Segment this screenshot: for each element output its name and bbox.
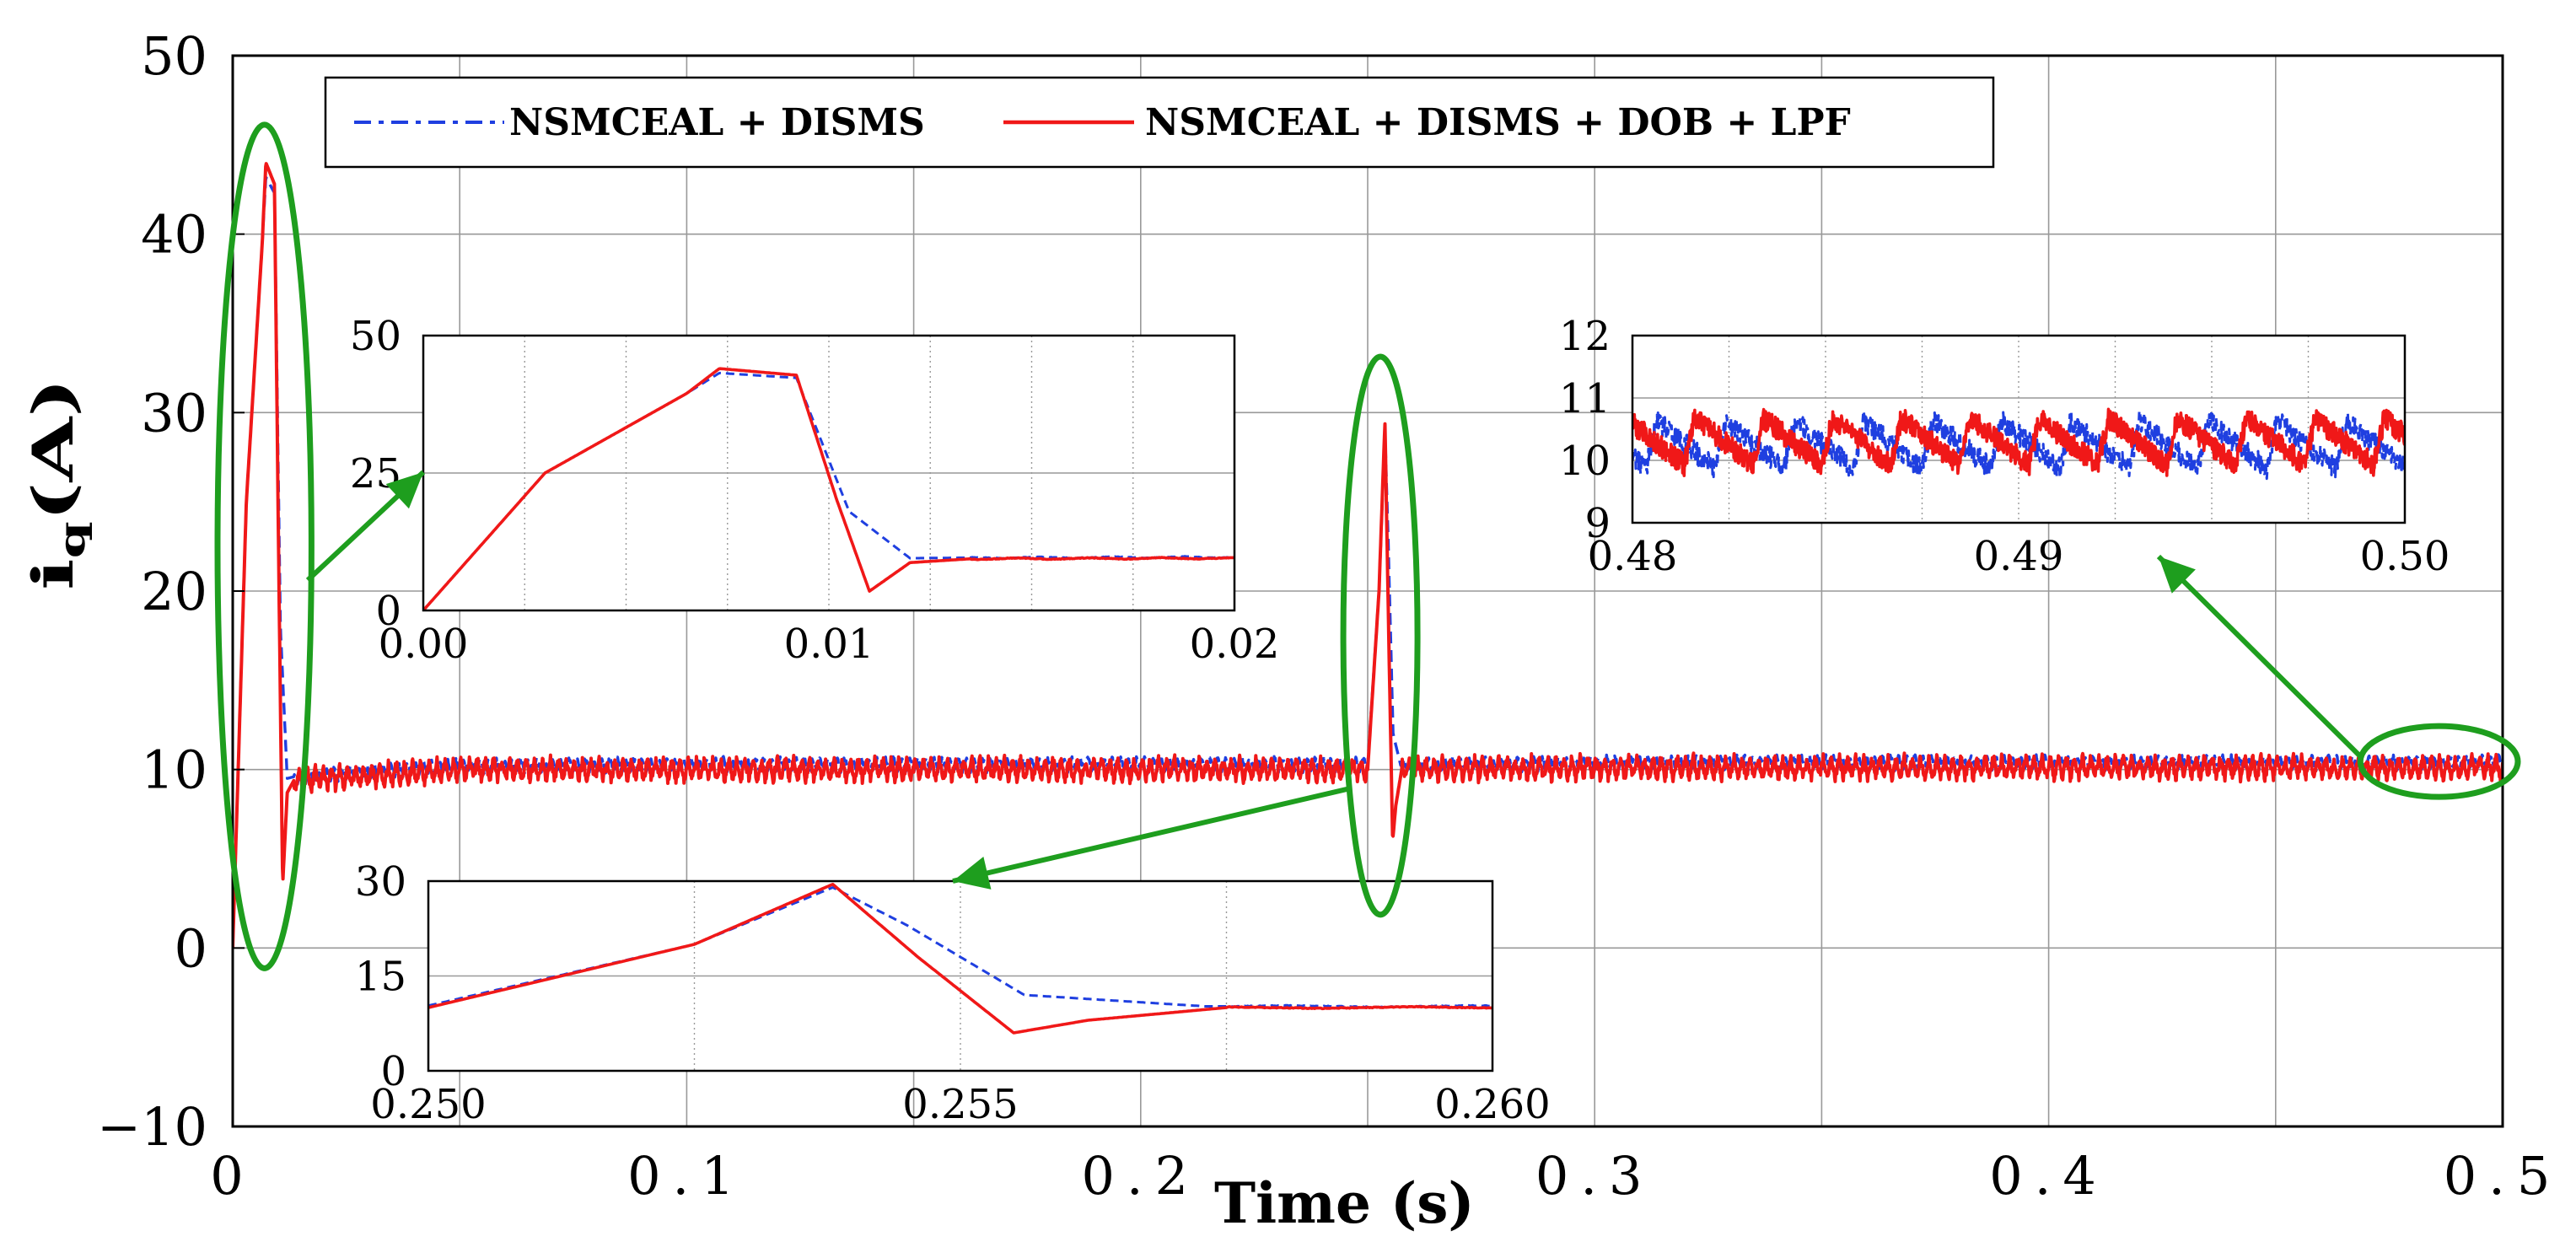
x-axis-label: Time (s) (1214, 1170, 1475, 1236)
inset-y-tick-label: 9 (1584, 500, 1611, 547)
annotation-arrow-head (953, 856, 992, 890)
inset-y-tick-label: 12 (1559, 313, 1611, 360)
inset-x-tick-label: 0.49 (1974, 533, 2064, 580)
y-tick-label: 10 (141, 739, 207, 801)
inset-x-tick-label: 0.250 (370, 1081, 486, 1128)
inset-steady: 9 10 11 12 0.48 0.49 0.50 (1559, 313, 2450, 580)
annotation-arrow-line (952, 786, 1348, 884)
inset-disturbance: 0 15 30 0.250 0.255 0.260 (355, 858, 1551, 1128)
x-tick-label: 0.2 (1081, 1145, 1200, 1207)
annotation-arrow-line (2156, 554, 2364, 761)
y-axis-label: iq(A) (20, 378, 93, 590)
inset-y-tick-label: 30 (355, 858, 406, 906)
annotation-arrow-head (385, 472, 423, 509)
highlight-ellipse (214, 121, 315, 971)
inset-x-tick-label: 0.50 (2360, 533, 2450, 580)
legend-label-2: NSMCEAL + DISMS + DOB + LPF (1145, 101, 1851, 144)
inset-series (428, 883, 1492, 1035)
y-tick-label: 20 (141, 561, 207, 622)
legend-box (324, 76, 1995, 169)
x-tick-label: 0.3 (1535, 1145, 1654, 1207)
inset-y-tick-label: 10 (1559, 438, 1611, 485)
inset-y-tick-label: 11 (1559, 375, 1611, 422)
main-series (233, 162, 2503, 949)
highlight-ellipse (1340, 353, 1421, 918)
inset-y-tick-label: 0 (375, 588, 401, 635)
annotations (214, 121, 2521, 971)
x-tick-label: 0.1 (627, 1145, 746, 1207)
annotation-arrow-head (2159, 556, 2196, 594)
y-axis-label-subscript: q (51, 521, 93, 558)
inset-x-tick-label: 0.02 (1190, 621, 1280, 668)
inset-x-tick-label: 0.260 (1434, 1081, 1550, 1128)
legend: NSMCEAL + DISMS NSMCEAL + DISMS + DOB + … (324, 76, 1995, 169)
inset-series (423, 367, 1234, 610)
inset-x-tick-label: 0.01 (784, 621, 874, 668)
legend-label-1: NSMCEAL + DISMS (509, 101, 925, 144)
inset-y-tick-label: 50 (350, 313, 401, 360)
inset-y-tick-label: 0 (380, 1048, 406, 1095)
inset-series-line (1632, 409, 2405, 481)
x-tick-label: 0.4 (1989, 1145, 2108, 1207)
inset-series (1632, 407, 2405, 481)
y-tick-label: 30 (141, 382, 207, 444)
x-tick-label: 0.5 (2444, 1145, 2563, 1207)
inset-series-line (1632, 407, 2405, 477)
inset-x-tick-label: 0.48 (1588, 533, 1678, 580)
y-axis-label-unit: (A) (20, 378, 86, 521)
inset-frame (1631, 334, 2407, 524)
inset-y-tick-label: 15 (355, 954, 406, 1001)
y-tick-label: 50 (141, 25, 207, 87)
y-axis-label-main: i (20, 558, 86, 590)
inset-x-tick-label: 0.00 (379, 621, 469, 668)
highlight-ellipse (2357, 723, 2521, 800)
y-tick-label: 40 (141, 204, 207, 266)
x-tick-label: 0 (210, 1145, 255, 1207)
y-tick-label: −10 (97, 1096, 207, 1158)
main-series-line (233, 162, 2503, 949)
inset-x-tick-label: 0.255 (902, 1081, 1018, 1128)
inset-series-line (423, 367, 1234, 610)
y-tick-label: 0 (175, 917, 207, 979)
inset-series-line (428, 883, 1492, 1035)
